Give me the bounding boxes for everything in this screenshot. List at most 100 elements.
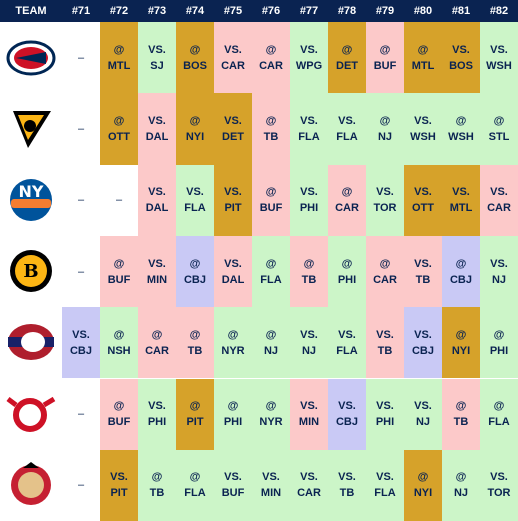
venue: @ bbox=[113, 257, 125, 270]
venue: @ bbox=[265, 400, 277, 413]
venue: @ bbox=[303, 257, 315, 270]
game-cell: @ NJ bbox=[252, 307, 290, 379]
venue: VS. bbox=[300, 400, 318, 413]
opponent: FLA bbox=[184, 487, 206, 500]
venue: @ bbox=[265, 186, 277, 199]
game-cell: @ TB bbox=[252, 93, 290, 165]
venue: VS. bbox=[224, 43, 242, 56]
opponent: NYI bbox=[185, 130, 205, 143]
game-cell: @ BOS bbox=[176, 22, 214, 94]
opponent: WSH bbox=[410, 130, 436, 143]
venue: VS. bbox=[148, 186, 166, 199]
venue: @ bbox=[189, 328, 201, 341]
opponent: NJ bbox=[491, 273, 507, 286]
opponent: TB bbox=[415, 273, 431, 286]
header-bar bbox=[0, 0, 518, 22]
venue: @ bbox=[227, 328, 239, 341]
game-cell: @ CAR bbox=[252, 22, 290, 94]
venue: VS. bbox=[186, 186, 204, 199]
game-cell: @ TB bbox=[442, 378, 480, 450]
venue: VS. bbox=[414, 257, 432, 270]
opponent: BOS bbox=[183, 59, 207, 72]
svg-text:B: B bbox=[23, 261, 38, 282]
game-cell: VS. NJ bbox=[404, 378, 442, 450]
opponent: CAR bbox=[487, 202, 511, 215]
game-cell: VS. PHI bbox=[138, 378, 176, 450]
venue: VS. bbox=[300, 328, 318, 341]
game-cell: VS. MIN bbox=[138, 235, 176, 308]
game-cell: VS. SJ bbox=[138, 22, 176, 94]
opponent: CBJ bbox=[69, 344, 92, 357]
opponent: CAR bbox=[297, 487, 321, 500]
game-cell: @ BUF bbox=[366, 22, 404, 94]
no-game: – bbox=[77, 408, 85, 421]
game-cell: VS. WSH bbox=[404, 93, 442, 165]
venue: VS. bbox=[414, 400, 432, 413]
venue: VS. bbox=[376, 471, 394, 484]
venue: VS. bbox=[110, 471, 128, 484]
opponent: BOS bbox=[449, 59, 473, 72]
game-cell: VS. TOR bbox=[366, 164, 404, 236]
game-cell: @ NYI bbox=[442, 307, 480, 379]
game-cell: VS. FLA bbox=[328, 307, 366, 379]
venue: VS. bbox=[338, 328, 356, 341]
game-cell: @ OTT bbox=[100, 93, 138, 165]
game-cell: @ TB bbox=[290, 235, 328, 308]
game-cell: @ FLA bbox=[252, 235, 290, 308]
venue: VS. bbox=[300, 114, 318, 127]
venue: @ bbox=[455, 400, 467, 413]
game-cell: @ STL bbox=[480, 93, 518, 165]
game-cell: @ MTL bbox=[404, 22, 442, 94]
opponent: SJ bbox=[150, 59, 164, 72]
opponent: FLA bbox=[298, 130, 320, 143]
opponent: OTT bbox=[412, 202, 434, 215]
opponent: WSH bbox=[448, 130, 474, 143]
game-cell: VS. OTT bbox=[404, 164, 442, 236]
opponent: PHI bbox=[223, 416, 243, 429]
opponent: CAR bbox=[221, 59, 245, 72]
venue: VS. bbox=[72, 328, 90, 341]
game-cell: VS. TB bbox=[328, 449, 366, 521]
venue: @ bbox=[265, 328, 277, 341]
game-cell: – bbox=[62, 449, 100, 521]
venue: @ bbox=[341, 186, 353, 199]
opponent: DAL bbox=[221, 273, 245, 286]
opponent: BUF bbox=[107, 416, 131, 429]
venue: VS. bbox=[490, 186, 508, 199]
game-cell: @ CBJ bbox=[442, 235, 480, 308]
game-cell: VS. PHI bbox=[290, 164, 328, 236]
game-cell: @ NYI bbox=[404, 449, 442, 521]
no-game: – bbox=[115, 194, 123, 207]
column-header: TEAM bbox=[15, 5, 47, 17]
opponent: TB bbox=[187, 344, 203, 357]
game-cell: VS. BUF bbox=[214, 449, 252, 521]
venue: VS. bbox=[490, 43, 508, 56]
game-cell: VS. CAR bbox=[214, 22, 252, 94]
game-cell: @ TB bbox=[176, 307, 214, 379]
venue: @ bbox=[379, 43, 391, 56]
game-cell: @ NSH bbox=[100, 307, 138, 379]
opponent: CBJ bbox=[335, 416, 358, 429]
opponent: TB bbox=[339, 487, 355, 500]
opponent: NYI bbox=[451, 344, 471, 357]
team-logo bbox=[0, 22, 62, 93]
game-cell: VS. CBJ bbox=[328, 378, 366, 450]
venue: @ bbox=[493, 328, 505, 341]
game-cell: – bbox=[62, 93, 100, 165]
venue: @ bbox=[493, 400, 505, 413]
opponent: MIN bbox=[146, 273, 168, 286]
opponent: CAR bbox=[373, 273, 397, 286]
venue: @ bbox=[189, 257, 201, 270]
column-header: #73 bbox=[147, 5, 167, 17]
game-cell: @ FLA bbox=[480, 378, 518, 450]
game-cell: VS. MIN bbox=[290, 378, 328, 450]
venue: @ bbox=[379, 257, 391, 270]
game-cell: @ MTL bbox=[100, 22, 138, 94]
opponent: TOR bbox=[487, 487, 511, 500]
no-game: – bbox=[77, 122, 85, 135]
opponent: CAR bbox=[335, 202, 359, 215]
opponent: MTL bbox=[107, 59, 131, 72]
game-cell: VS. FLA bbox=[290, 93, 328, 165]
opponent: DET bbox=[336, 59, 358, 72]
game-cell: @ NYI bbox=[176, 93, 214, 165]
